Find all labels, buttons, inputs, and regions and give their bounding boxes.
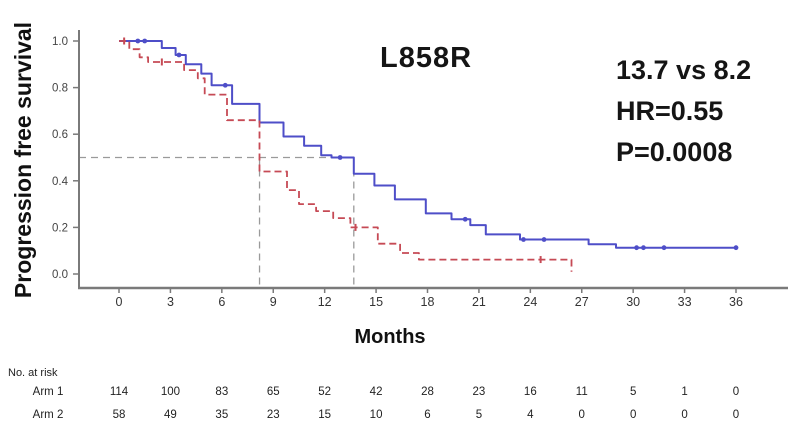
censor-mark bbox=[222, 82, 228, 88]
x-tick-label: 27 bbox=[575, 295, 589, 309]
risk-count: 42 bbox=[369, 386, 383, 398]
censor-mark bbox=[541, 237, 547, 242]
risk-count: 6 bbox=[424, 409, 431, 421]
risk-count: 49 bbox=[164, 409, 177, 421]
stats-annotation: 13.7 vs 8.2 HR=0.55 P=0.0008 bbox=[616, 50, 751, 173]
risk-count: 58 bbox=[112, 409, 126, 421]
risk-count: 100 bbox=[160, 386, 180, 398]
censor-mark bbox=[661, 245, 667, 251]
x-tick-label: 21 bbox=[472, 295, 486, 309]
plot-title: L858R bbox=[380, 42, 473, 74]
censor-mark bbox=[634, 245, 639, 251]
risk-count: 0 bbox=[578, 409, 585, 421]
hazard-ratio-text: HR=0.55 bbox=[616, 96, 724, 126]
x-tick-label: 9 bbox=[270, 295, 277, 309]
x-tick-label: 24 bbox=[523, 295, 537, 309]
risk-count: 23 bbox=[472, 386, 486, 398]
risk-count: 11 bbox=[575, 386, 588, 398]
risk-count: 16 bbox=[523, 386, 537, 398]
risk-count: 5 bbox=[629, 386, 637, 398]
risk-table-header: No. at risk bbox=[8, 367, 58, 379]
risk-count: 15 bbox=[318, 409, 332, 421]
risk-count: 0 bbox=[681, 409, 688, 421]
censor-mark bbox=[337, 155, 343, 160]
x-tick-label: 30 bbox=[626, 295, 640, 309]
x-tick-label: 33 bbox=[678, 295, 692, 309]
x-tick-label: 0 bbox=[116, 295, 123, 309]
risk-count: 52 bbox=[318, 386, 332, 398]
x-tick-label: 15 bbox=[369, 295, 383, 309]
x-tick-label: 18 bbox=[421, 295, 435, 309]
censor-mark bbox=[462, 216, 468, 222]
censor-mark bbox=[176, 52, 182, 58]
risk-count: 23 bbox=[266, 409, 280, 421]
risk-count: 0 bbox=[629, 409, 637, 421]
survival-plot: 1.00.80.60.40.20.00 3 6 9 12 15 18 21 24 27 30 33 36 bbox=[52, 30, 788, 309]
x-tick-label: 36 bbox=[729, 295, 743, 309]
median-comparison-text: 13.7 vs 8.2 bbox=[616, 55, 752, 85]
risk-count: 0 bbox=[732, 409, 740, 421]
censor-mark bbox=[142, 38, 148, 44]
y-tick-label: 0.2 bbox=[52, 222, 68, 234]
risk-row-label: Arm 1 bbox=[32, 386, 64, 398]
censor-mark bbox=[733, 245, 739, 251]
x-axis-title: Months bbox=[354, 326, 426, 348]
risk-count: 4 bbox=[527, 409, 534, 421]
arm-2-survival-curve bbox=[119, 40, 573, 272]
risk-row-label: Arm 2 bbox=[32, 409, 64, 421]
censor-mark bbox=[135, 38, 141, 44]
risk-count: 83 bbox=[215, 386, 229, 398]
censor-mark bbox=[641, 245, 646, 251]
y-tick-label: 0.0 bbox=[52, 269, 68, 281]
risk-count: 10 bbox=[369, 409, 383, 421]
y-tick-label: 0.8 bbox=[52, 83, 68, 95]
risk-count: 65 bbox=[266, 386, 280, 398]
y-tick-label: 0.6 bbox=[52, 129, 68, 141]
x-tick-label: 12 bbox=[318, 295, 332, 309]
risk-count: 114 bbox=[109, 386, 129, 398]
x-tick-label: 6 bbox=[218, 295, 225, 309]
risk-count: 0 bbox=[732, 386, 740, 398]
x-tick-label: 3 bbox=[167, 295, 174, 309]
arm-1-survival-curve bbox=[119, 40, 736, 249]
risk-count: 28 bbox=[421, 386, 434, 398]
y-tick-label: 0.4 bbox=[52, 176, 69, 188]
censor-mark bbox=[521, 237, 526, 242]
risk-count: 35 bbox=[215, 409, 229, 421]
risk-count: 5 bbox=[475, 409, 483, 421]
y-tick-label: 1.0 bbox=[52, 36, 68, 48]
risk-count: 1 bbox=[681, 386, 688, 398]
p-value-text: P=0.0008 bbox=[616, 137, 733, 167]
